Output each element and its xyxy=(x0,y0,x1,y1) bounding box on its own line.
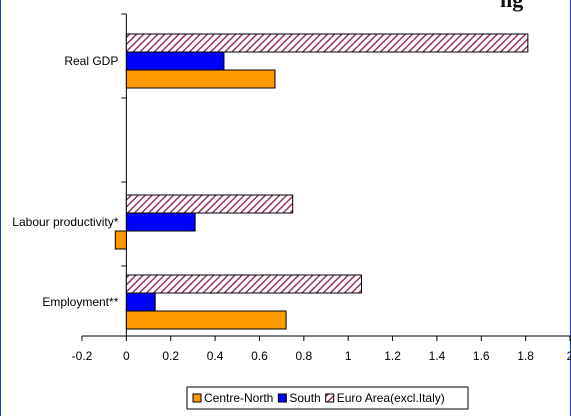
x-tick-label: 0 xyxy=(123,349,130,363)
legend-label: South xyxy=(289,391,320,405)
x-tick-label: 0.8 xyxy=(295,349,312,363)
x-tick-label: 1.8 xyxy=(517,349,534,363)
x-tick-label: 0.2 xyxy=(162,349,179,363)
x-tick-label: 0.6 xyxy=(251,349,268,363)
x-tick-label: 0.4 xyxy=(207,349,224,363)
legend-label: Centre-North xyxy=(204,391,273,405)
x-tick-label: 1.6 xyxy=(473,349,490,363)
category-label: Labour productivity* xyxy=(12,215,118,229)
legend-swatch xyxy=(325,393,335,403)
bar-south-real-gdp xyxy=(125,51,225,71)
bar-centre-north-labour-productivity xyxy=(114,230,127,250)
legend-label: Euro Area(excl.Italy) xyxy=(337,391,445,405)
bar-south-employment xyxy=(125,292,156,312)
bar-euro-area-excl-italy--labour-productivity xyxy=(125,194,294,214)
x-tick-label: 1.4 xyxy=(429,349,446,363)
x-tick-label: -0.2 xyxy=(72,349,93,363)
bar-centre-north-employment xyxy=(125,310,287,330)
x-tick-label: 1 xyxy=(345,349,352,363)
legend: Centre-North South Euro Area(excl.Italy) xyxy=(186,386,469,410)
legend-swatch xyxy=(192,393,202,403)
bar-centre-north-real-gdp xyxy=(125,69,276,89)
x-tick-label: 2 xyxy=(567,349,571,363)
x-tick-label: 1.2 xyxy=(384,349,401,363)
bar-south-labour-productivity xyxy=(125,212,196,232)
plot-area: -0.2 0 0.2 0.4 0.6 0.8 1 1.2 1.4 1.6 1.8 2 Real GDP L… xyxy=(12,13,571,363)
category-label: Employment** xyxy=(42,295,118,309)
bar-euro-area-excl-italy--employment xyxy=(125,274,362,294)
legend-swatch xyxy=(277,393,287,403)
bar-euro-area-excl-italy--real-gdp xyxy=(125,33,529,53)
cut-off-title-fragment: ng xyxy=(500,0,523,13)
category-label: Real GDP xyxy=(64,54,118,68)
